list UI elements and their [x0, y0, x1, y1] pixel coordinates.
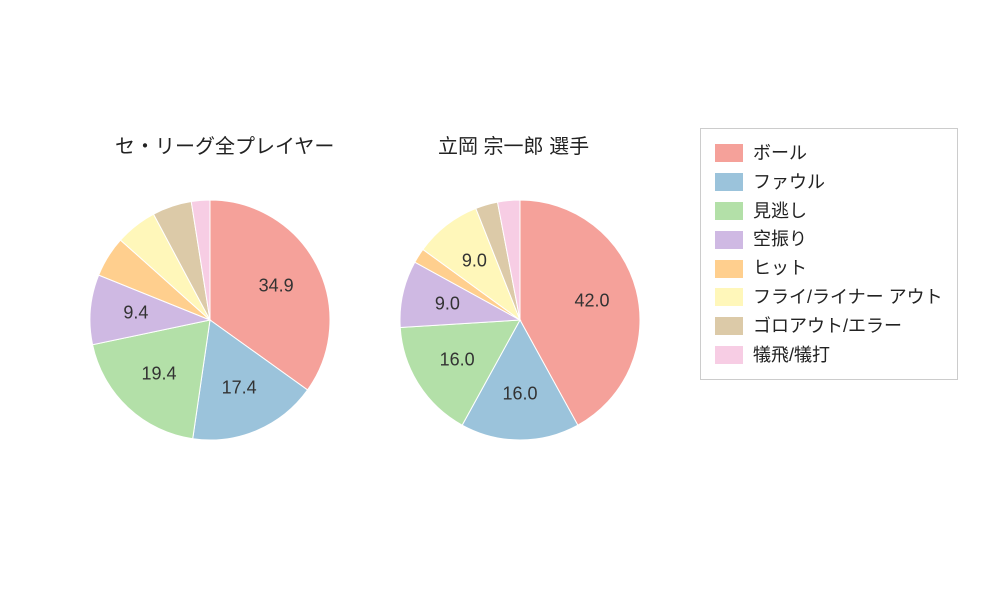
legend-swatch — [715, 317, 743, 335]
legend-label: 見逃し — [753, 197, 807, 226]
legend-item: フライ/ライナー アウト — [715, 283, 943, 312]
legend-item: 犠飛/犠打 — [715, 341, 943, 370]
legend-swatch — [715, 202, 743, 220]
legend-swatch — [715, 231, 743, 249]
legend-label: フライ/ライナー アウト — [753, 283, 943, 312]
figure: { "layout": { "width": 1000, "height": 6… — [0, 0, 1000, 600]
pie-chart-league: 34.917.419.49.4 — [90, 200, 330, 440]
legend-label: ファウル — [753, 168, 825, 197]
legend-swatch — [715, 260, 743, 278]
legend-label: 犠飛/犠打 — [753, 341, 830, 370]
legend-item: ファウル — [715, 168, 943, 197]
pie-svg — [400, 200, 640, 440]
legend-label: ゴロアウト/エラー — [753, 312, 902, 341]
legend-swatch — [715, 173, 743, 191]
legend-label: ボール — [753, 139, 807, 168]
legend: ボールファウル見逃し空振りヒットフライ/ライナー アウトゴロアウト/エラー犠飛/… — [700, 128, 958, 380]
chart-title-player: 立岡 宗一郎 選手 — [438, 130, 589, 159]
chart-title-league: セ・リーグ全プレイヤー — [115, 130, 334, 159]
legend-swatch — [715, 288, 743, 306]
legend-label: ヒット — [753, 254, 807, 283]
legend-label: 空振り — [753, 225, 807, 254]
legend-swatch — [715, 346, 743, 364]
legend-swatch — [715, 144, 743, 162]
pie-chart-player: 42.016.016.09.09.0 — [400, 200, 640, 440]
legend-item: ヒット — [715, 254, 943, 283]
legend-item: ゴロアウト/エラー — [715, 312, 943, 341]
legend-item: ボール — [715, 139, 943, 168]
legend-item: 見逃し — [715, 197, 943, 226]
pie-svg — [90, 200, 330, 440]
legend-item: 空振り — [715, 225, 943, 254]
